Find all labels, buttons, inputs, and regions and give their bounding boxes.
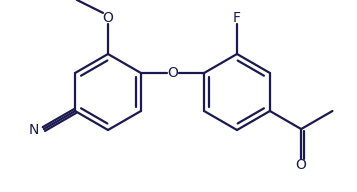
Text: O: O xyxy=(296,158,307,172)
Text: F: F xyxy=(233,11,241,25)
Text: O: O xyxy=(102,11,114,25)
Text: N: N xyxy=(29,123,39,137)
Text: O: O xyxy=(167,66,178,80)
